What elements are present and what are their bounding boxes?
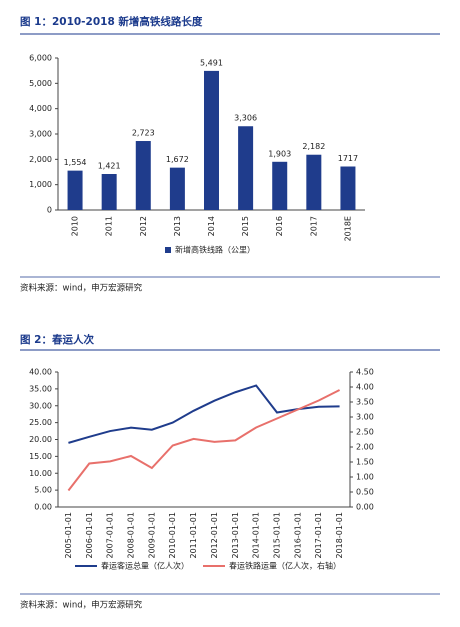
- x-tick-label: 2007-01-01: [106, 512, 115, 559]
- x-tick-label: 2018-01-01: [335, 512, 344, 559]
- x-tick-label: 2006-01-01: [85, 512, 94, 559]
- y-tick-label: 15.00: [29, 452, 52, 461]
- y2-tick-label: 0.00: [356, 503, 374, 512]
- x-tick-label: 2013-01-01: [231, 512, 240, 559]
- value-label: 5,491: [200, 58, 223, 67]
- bar: [204, 70, 219, 210]
- x-tick-label: 2009-01-01: [147, 512, 156, 559]
- x-tick-label: 2011: [105, 216, 114, 236]
- y2-tick-label: 1.00: [356, 473, 374, 482]
- x-tick-label: 2017: [309, 216, 318, 236]
- bar: [101, 174, 117, 210]
- legend-label: 新增高铁线路（公里）: [175, 245, 255, 255]
- x-tick-label: 2014: [207, 216, 216, 236]
- x-tick-label: 2015-01-01: [273, 512, 282, 559]
- y2-tick-label: 2.50: [356, 428, 374, 437]
- x-tick-label: 2012-01-01: [210, 512, 219, 559]
- x-tick-label: 2016-01-01: [293, 512, 302, 559]
- bar: [306, 154, 322, 210]
- source-note: 资料来源：wind，申万宏源研究: [20, 283, 143, 294]
- y-tick-label: 30.00: [29, 401, 52, 410]
- value-label: 1,672: [166, 155, 189, 164]
- value-label: 2,723: [132, 129, 155, 138]
- y2-tick-label: 1.50: [356, 458, 374, 467]
- bar: [340, 166, 356, 210]
- x-tick-label: 2015: [241, 216, 250, 236]
- x-tick-label: 2012: [139, 216, 148, 236]
- y-tick-label: 3,000: [29, 130, 52, 139]
- y2-tick-label: 3.00: [356, 413, 374, 422]
- x-tick-label: 2010-01-01: [168, 512, 177, 559]
- x-tick-label: 2011-01-01: [189, 512, 198, 559]
- value-label: 1717: [338, 154, 358, 163]
- y-tick-label: 1,000: [29, 180, 52, 189]
- value-label: 1,903: [268, 149, 291, 158]
- source-note: 资料来源：wind，申万宏源研究: [20, 600, 143, 611]
- x-tick-label: 2008-01-01: [127, 512, 136, 559]
- bar: [272, 161, 288, 210]
- value-label: 2,182: [302, 142, 325, 151]
- x-tick-label: 2014-01-01: [252, 512, 261, 559]
- y-tick-label: 35.00: [29, 384, 52, 393]
- x-tick-label: 2013: [173, 216, 182, 236]
- figure-title: 图 1：2010-2018 新增高铁线路长度: [20, 15, 203, 28]
- y2-tick-label: 3.50: [356, 398, 374, 407]
- y2-tick-label: 2.00: [356, 443, 374, 452]
- legend-label: 春运铁路运量（亿人次，右轴）: [229, 561, 341, 571]
- y2-tick-label: 4.00: [356, 383, 374, 392]
- bar: [169, 167, 185, 210]
- x-tick-label: 2018E: [343, 216, 352, 241]
- y-tick-label: 4,000: [29, 104, 52, 113]
- y-tick-label: 5,000: [29, 79, 52, 88]
- y-tick-label: 20.00: [29, 435, 52, 444]
- y-tick-label: 10.00: [29, 469, 52, 478]
- x-tick-label: 2010: [71, 216, 80, 236]
- value-label: 1,554: [64, 158, 87, 167]
- figure-title: 图 2：春运人次: [20, 333, 94, 346]
- line-series: [67, 389, 341, 492]
- value-label: 3,306: [234, 114, 257, 123]
- bar: [135, 141, 151, 210]
- y2-tick-label: 0.50: [356, 488, 374, 497]
- bar: [238, 126, 254, 210]
- y-tick-label: 40.00: [29, 368, 52, 377]
- y-tick-label: 0: [47, 206, 52, 215]
- y2-tick-label: 4.50: [356, 368, 374, 377]
- y-tick-label: 6,000: [29, 54, 52, 63]
- legend-swatch: [165, 247, 171, 253]
- bar: [67, 170, 83, 210]
- x-tick-label: 2017-01-01: [314, 512, 323, 559]
- y-tick-label: 5.00: [34, 486, 52, 495]
- y-tick-label: 2,000: [29, 155, 52, 164]
- line-series: [68, 384, 340, 444]
- y-tick-label: 25.00: [29, 418, 52, 427]
- legend-label: 春运客运总量（亿人次）: [101, 561, 189, 571]
- x-tick-label: 2016: [275, 216, 284, 236]
- value-label: 1,421: [98, 162, 121, 171]
- x-tick-label: 2005-01-01: [64, 512, 73, 559]
- y-tick-label: 0.00: [34, 503, 52, 512]
